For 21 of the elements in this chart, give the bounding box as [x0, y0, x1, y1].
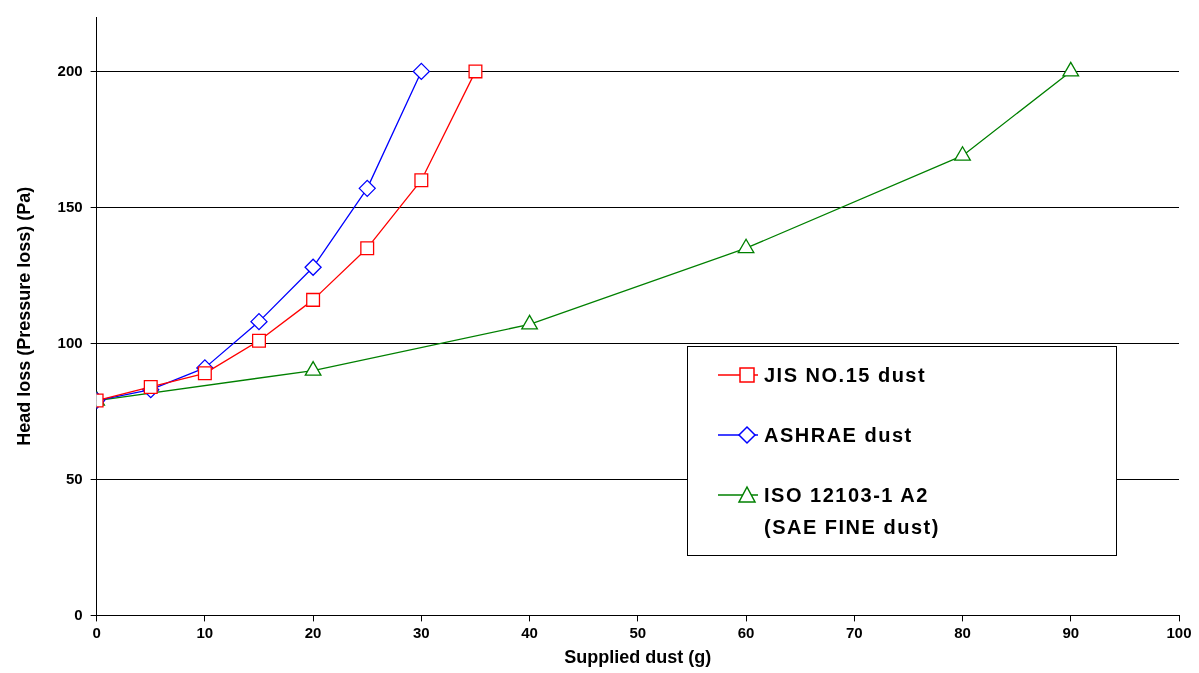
legend-label: JIS NO.15 dust — [764, 364, 927, 386]
x-tick-label: 100 — [1166, 623, 1192, 641]
x-tick-label: 0 — [92, 623, 101, 641]
legend-label: ASHRAE dust — [764, 424, 913, 446]
y-tick-label: 200 — [57, 61, 83, 79]
x-tick-label: 60 — [737, 623, 755, 641]
x-tick-label: 30 — [413, 623, 430, 641]
x-tick-label: 40 — [521, 623, 538, 641]
y-axis-title: Head loss (Pressure loss) (Pa) — [13, 186, 34, 446]
x-axis-title: Supplied dust (g) — [564, 647, 712, 668]
x-tick-label: 10 — [196, 623, 214, 641]
y-tick-label: 50 — [65, 469, 83, 487]
x-tick-label: 20 — [304, 623, 322, 641]
legend-label: ISO 12103-1 A2 (SAE FINE dust) — [764, 484, 940, 538]
x-tick-label: 70 — [845, 623, 863, 641]
x-tick-label: 80 — [954, 623, 971, 641]
y-tick-label: 0 — [74, 605, 83, 623]
x-tick-label: 90 — [1062, 623, 1080, 641]
y-tick-label: 150 — [57, 197, 83, 215]
y-tick-label: 100 — [57, 333, 83, 351]
x-tick-label: 50 — [629, 623, 647, 641]
